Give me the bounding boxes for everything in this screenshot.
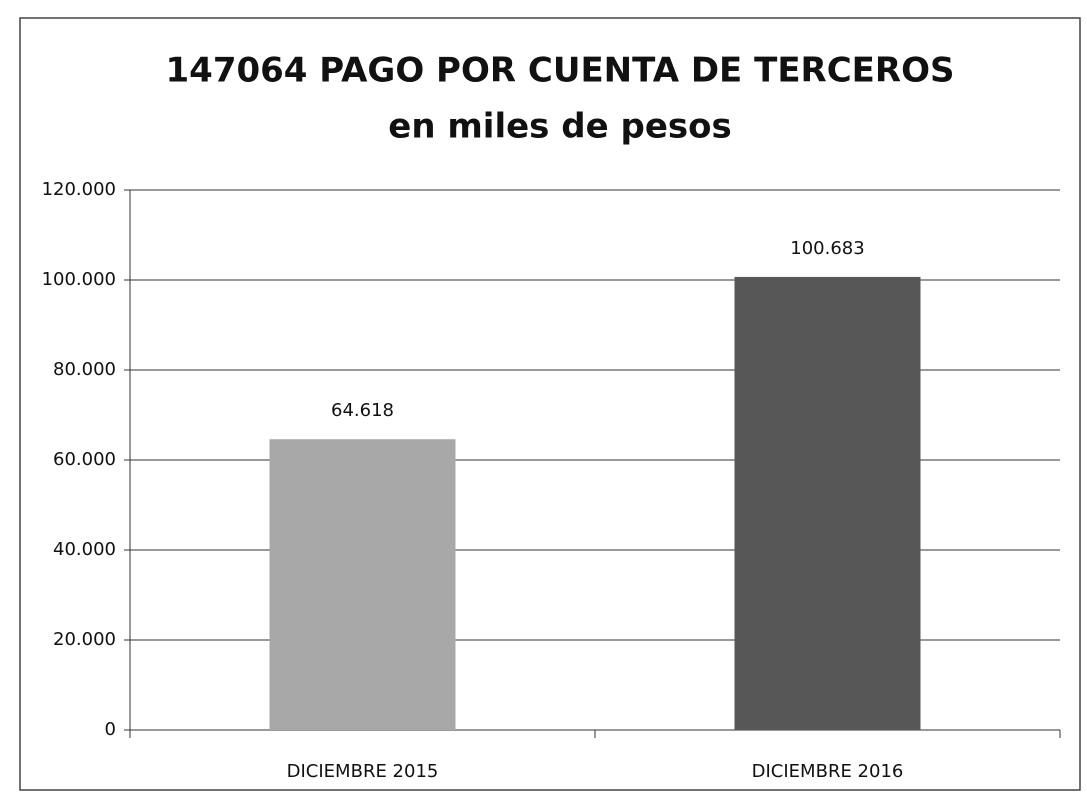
x-tick-label: DICIEMBRE 2016 <box>752 761 904 782</box>
bar <box>734 276 921 730</box>
x-tick-label: DICIEMBRE 2015 <box>287 761 439 782</box>
chart-title: 147064 PAGO POR CUENTA DE TERCEROS <box>166 51 955 91</box>
y-tick-label: 80.000 <box>53 359 116 380</box>
y-tick-label: 120.000 <box>42 179 116 200</box>
data-label: 64.618 <box>331 400 394 421</box>
y-tick-label: 0 <box>105 719 116 740</box>
chart-subtitle: en miles de pesos <box>388 107 731 147</box>
y-tick-label: 40.000 <box>53 539 116 560</box>
bar <box>269 439 456 730</box>
y-tick-label: 60.000 <box>53 449 116 470</box>
y-tick-label: 20.000 <box>53 629 116 650</box>
y-tick-label: 100.000 <box>42 269 116 290</box>
data-label: 100.683 <box>790 238 864 259</box>
